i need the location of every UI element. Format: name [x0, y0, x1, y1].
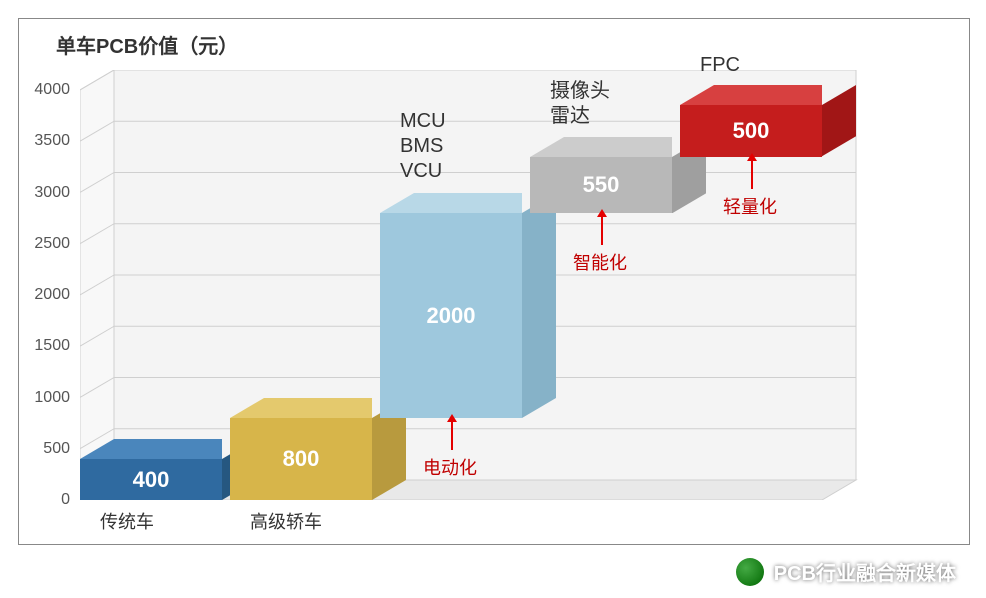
arrow-label: 电动化 [423, 454, 477, 480]
y-tick-label: 3500 [34, 132, 70, 150]
watermark-text: PCB行业融合新媒体 [774, 557, 956, 586]
bar-value-label: 2000 [380, 303, 522, 329]
y-tick-label: 4000 [34, 81, 70, 99]
bar-0: 400 [80, 459, 222, 500]
bar-value-label: 550 [530, 172, 672, 198]
y-tick-label: 1500 [34, 337, 70, 355]
bar-top-label: 摄像头 雷达 [550, 79, 610, 129]
watermark: PCB行业融合新媒体 [736, 557, 956, 586]
trend-arrow [601, 217, 603, 245]
bar-value-label: 800 [230, 446, 372, 472]
watermark-icon [736, 558, 764, 586]
bar-value-label: 400 [80, 467, 222, 493]
y-tick-label: 1000 [34, 389, 70, 407]
y-tick-label: 2500 [34, 235, 70, 253]
category-label: 传统车 [100, 508, 154, 534]
category-label: 高级轿车 [250, 508, 322, 534]
y-tick-label: 3000 [34, 184, 70, 202]
bar-top-label: FPC [700, 53, 740, 78]
chart-title: 单车PCB价值（元） [56, 30, 238, 59]
plot-area: 05001000150020002500300035004000400传统车80… [80, 70, 950, 500]
trend-arrow [751, 161, 753, 189]
trend-arrow [451, 422, 453, 450]
bar-value-label: 500 [680, 118, 822, 144]
bar-4: 500 [680, 105, 822, 156]
bar-2: 2000 [380, 213, 522, 418]
y-tick-label: 2000 [34, 286, 70, 304]
bar-3: 550 [530, 157, 672, 213]
bar-1: 800 [230, 418, 372, 500]
bar-top-label: MCU BMS VCU [400, 109, 446, 184]
y-tick-label: 500 [43, 440, 70, 458]
y-tick-label: 0 [61, 491, 70, 509]
arrow-label: 智能化 [573, 249, 627, 275]
arrow-label: 轻量化 [723, 193, 777, 219]
